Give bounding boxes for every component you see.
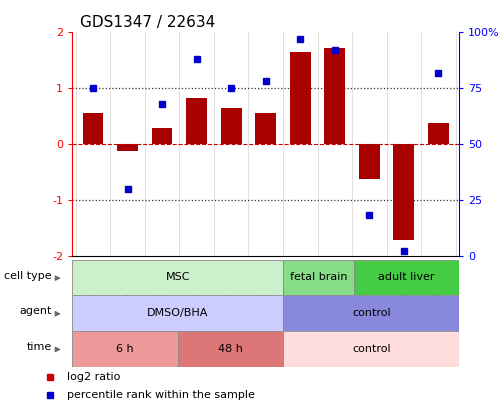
Bar [354,260,459,295]
Bar [359,144,380,179]
Text: 48 h: 48 h [218,344,243,354]
Text: cell type: cell type [4,271,52,281]
Bar [72,331,178,367]
Bar [72,295,283,331]
Text: time: time [27,342,52,352]
Bar [283,295,459,331]
Bar [283,260,354,295]
Text: percentile rank within the sample: percentile rank within the sample [67,390,255,400]
Bar [283,331,459,367]
Text: control: control [352,344,391,354]
Text: MSC: MSC [166,273,190,282]
Bar [72,260,283,295]
Text: agent: agent [20,306,52,316]
Text: log2 ratio: log2 ratio [67,372,121,382]
Bar [152,128,173,144]
Bar [117,144,138,151]
Bar [255,113,276,144]
Bar [83,113,103,144]
Text: adult liver: adult liver [378,273,435,282]
Text: GDS1347 / 22634: GDS1347 / 22634 [80,15,216,30]
Text: fetal brain: fetal brain [290,273,347,282]
Bar [221,108,242,144]
Text: DMSO/BHA: DMSO/BHA [147,308,209,318]
Bar [428,123,449,144]
Bar [324,48,345,144]
Bar [186,98,207,144]
Bar [394,144,414,240]
Bar [290,52,310,144]
Text: control: control [352,308,391,318]
Text: 6 h: 6 h [116,344,134,354]
Bar [178,331,283,367]
